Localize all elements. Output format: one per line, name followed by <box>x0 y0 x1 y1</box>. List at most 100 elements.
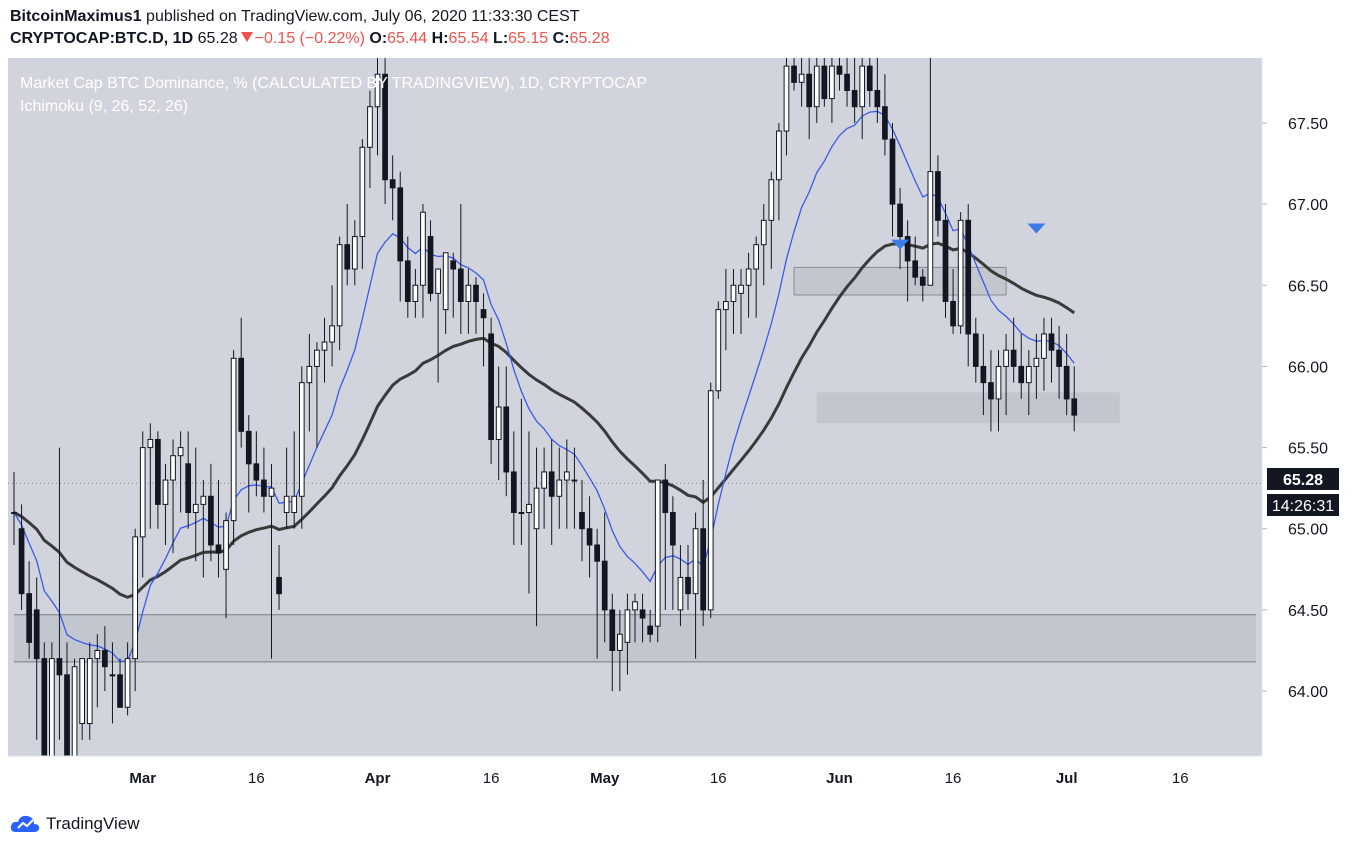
symbol-line: CRYPTOCAP:BTC.D, 1D 65.28 −0.15 (−0.22%) … <box>10 28 1310 50</box>
candle-body <box>1063 365 1070 400</box>
candle-body <box>844 73 850 91</box>
candle-body <box>208 495 214 546</box>
y-tick-label: 64.00 <box>1288 684 1328 701</box>
author-name[interactable]: BitcoinMaximus1 <box>10 8 142 25</box>
candle-body <box>670 512 676 546</box>
candle <box>276 544 282 610</box>
candle <box>844 58 850 107</box>
legend-title[interactable]: Market Cap BTC Dominance, % (CALCULATED … <box>20 75 647 92</box>
legend-indicator[interactable]: Ichimoku (9, 26, 52, 26) <box>20 98 188 115</box>
candle <box>344 204 351 286</box>
candle-body <box>329 325 335 343</box>
candle-body <box>435 268 441 294</box>
candle-body <box>677 576 684 611</box>
candle <box>579 480 585 562</box>
x-tick-label: Jun <box>826 770 853 787</box>
candle <box>707 382 714 619</box>
x-tick-label: Apr <box>365 770 391 787</box>
candle-body <box>1010 349 1017 367</box>
candle-body <box>253 463 260 481</box>
candle <box>321 317 328 383</box>
candle <box>185 431 192 529</box>
candle <box>783 58 790 156</box>
candle-body <box>927 171 934 286</box>
candle-body <box>49 658 55 757</box>
candle-body <box>624 609 631 643</box>
candle <box>798 58 805 107</box>
candle-body <box>192 503 199 514</box>
open-value: 65.44 <box>387 30 428 47</box>
candle-body <box>1048 333 1055 351</box>
candle-body <box>829 65 835 100</box>
candle <box>215 480 222 578</box>
x-axis[interactable]: Mar 16 Apr 16 May 16 Jun 16 Jul 16 <box>129 770 1188 787</box>
candle-body <box>715 309 722 392</box>
candle <box>147 423 154 529</box>
footer-brand[interactable]: TradingView <box>46 814 140 833</box>
candle <box>33 577 40 740</box>
candle <box>495 366 502 481</box>
countdown-label: 14:26:31 <box>1272 498 1334 515</box>
x-tick-label: 16 <box>483 770 500 787</box>
candle-body <box>632 601 638 611</box>
tradingview-cloud-icon[interactable] <box>10 814 40 834</box>
candle <box>367 90 373 188</box>
candle <box>283 447 290 529</box>
candle-body <box>177 447 184 457</box>
candle <box>950 269 956 334</box>
candle-body <box>745 268 752 286</box>
candle <box>155 431 161 529</box>
candle-body <box>760 219 767 246</box>
y-tick-label: 67.50 <box>1288 116 1328 133</box>
candles-layer <box>11 58 1078 757</box>
candle-body <box>692 528 699 595</box>
symbol-name[interactable]: CRYPTOCAP:BTC.D, 1D <box>10 30 194 47</box>
candle <box>919 269 926 302</box>
candle <box>609 593 616 692</box>
candle-body <box>442 252 449 311</box>
candle-body <box>897 203 903 238</box>
high-label: H: <box>431 30 449 47</box>
candle-body <box>117 674 123 708</box>
candle <box>79 658 86 740</box>
candle <box>306 333 313 432</box>
candle-body <box>776 130 782 181</box>
candle-body <box>155 438 161 505</box>
candle <box>170 439 176 554</box>
candle <box>882 74 888 156</box>
candle <box>329 285 335 367</box>
y-tick-label: 64.50 <box>1288 603 1328 620</box>
candle <box>382 58 388 205</box>
candle <box>389 155 396 221</box>
candle-body <box>783 65 790 132</box>
candle <box>889 122 896 237</box>
candle-body <box>654 479 661 627</box>
candle-body <box>980 365 987 384</box>
candle <box>526 431 532 594</box>
last-price: 65.28 <box>197 30 238 47</box>
chart-svg[interactable]: 64.00 64.50 65.00 65.50 66.00 66.50 67.00 67.50… <box>8 58 1352 798</box>
candle-body <box>510 471 517 514</box>
candle-body <box>526 503 532 514</box>
candle <box>813 58 820 123</box>
candle-body <box>935 171 941 221</box>
candle-body <box>889 138 896 205</box>
candle <box>162 463 169 545</box>
candle-body <box>806 73 813 108</box>
candle <box>56 447 63 740</box>
candle-body <box>374 73 381 108</box>
candle <box>548 439 555 545</box>
candle-body <box>541 471 547 489</box>
candle <box>192 447 199 562</box>
candle <box>829 58 835 123</box>
candle <box>556 447 563 529</box>
candle-body <box>420 211 426 286</box>
candle <box>647 609 653 643</box>
candle-body <box>866 65 873 91</box>
candle <box>715 301 722 399</box>
chart-container[interactable]: 64.00 64.50 65.00 65.50 66.00 66.50 67.00 67.50… <box>8 58 1352 798</box>
candle <box>442 252 449 334</box>
candle <box>836 58 843 91</box>
candle <box>268 463 275 659</box>
y-axis[interactable]: 64.00 64.50 65.00 65.50 66.00 66.50 67.00 67.50 <box>1262 116 1328 701</box>
